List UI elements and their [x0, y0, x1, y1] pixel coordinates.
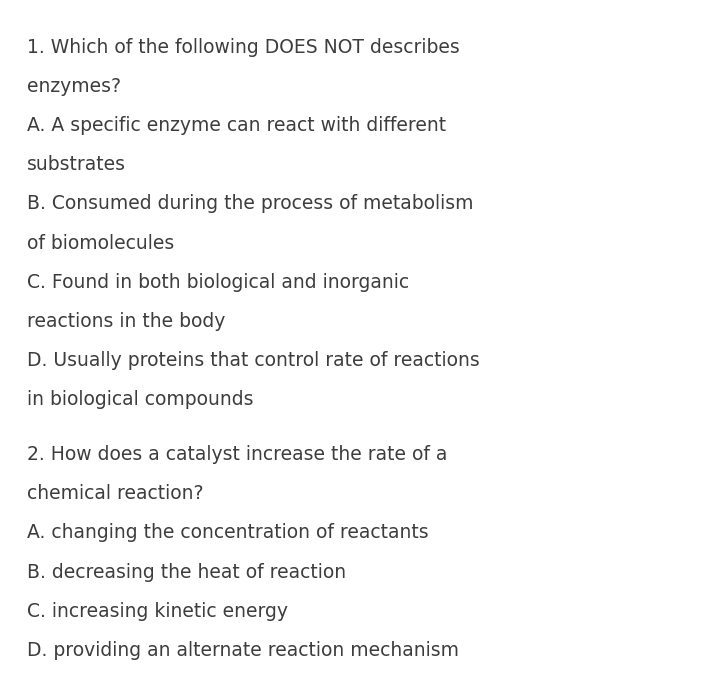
Text: chemical reaction?: chemical reaction? — [27, 484, 204, 504]
Text: C. Found in both biological and inorganic: C. Found in both biological and inorgani… — [27, 273, 410, 292]
Text: D. providing an alternate reaction mechanism: D. providing an alternate reaction mecha… — [27, 641, 459, 660]
Text: enzymes?: enzymes? — [27, 77, 122, 96]
Text: B. Consumed during the process of metabolism: B. Consumed during the process of metabo… — [27, 194, 474, 214]
Text: of biomolecules: of biomolecules — [27, 234, 175, 253]
Text: C. increasing kinetic energy: C. increasing kinetic energy — [27, 602, 288, 621]
Text: reactions in the body: reactions in the body — [27, 312, 226, 331]
Text: 2. How does a catalyst increase the rate of a: 2. How does a catalyst increase the rate… — [27, 445, 448, 464]
Text: 1. Which of the following DOES NOT describes: 1. Which of the following DOES NOT descr… — [27, 38, 460, 57]
Text: A. A specific enzyme can react with different: A. A specific enzyme can react with diff… — [27, 116, 446, 135]
Text: substrates: substrates — [27, 155, 127, 174]
Text: A. changing the concentration of reactants: A. changing the concentration of reactan… — [27, 523, 429, 543]
Text: D. Usually proteins that control rate of reactions: D. Usually proteins that control rate of… — [27, 351, 480, 370]
Text: B. decreasing the heat of reaction: B. decreasing the heat of reaction — [27, 563, 346, 582]
Text: in biological compounds: in biological compounds — [27, 390, 254, 409]
